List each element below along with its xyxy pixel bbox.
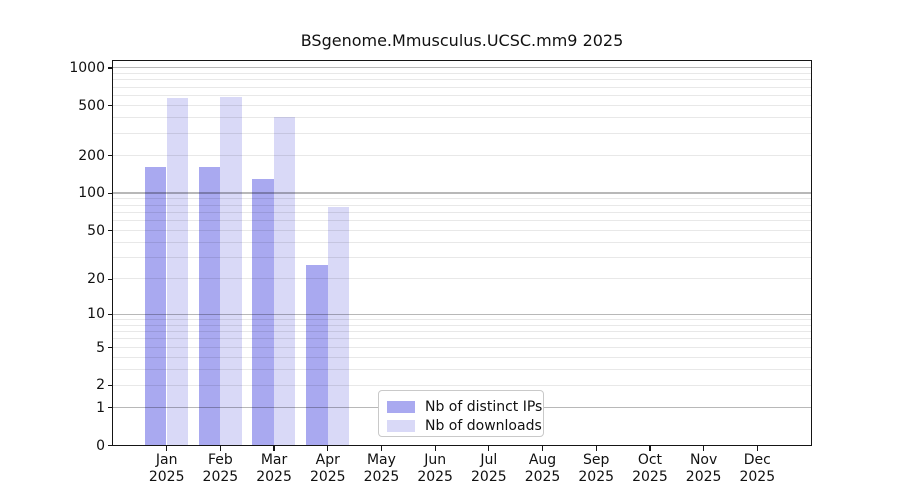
gridline-minor <box>112 117 811 119</box>
y-tick-mark <box>108 105 113 107</box>
y-tick-mark <box>108 384 113 387</box>
y-tick-label: 1 <box>96 399 105 416</box>
gridline-minor <box>112 204 811 206</box>
x-tick-mark <box>273 445 275 451</box>
bar-downloads-apr <box>327 206 350 446</box>
x-tick-mark <box>488 445 490 451</box>
gridline-minor <box>112 198 811 200</box>
x-tick-mark <box>166 445 168 451</box>
legend-label-downloads: Nb of downloads <box>425 418 542 434</box>
y-tick-mark <box>108 192 113 194</box>
y-tick-label: 50 <box>87 222 105 239</box>
x-tick-label: May 2025 <box>363 451 400 486</box>
x-tick-label: Mar 2025 <box>256 451 292 486</box>
y-tick-mark <box>108 155 113 157</box>
chart-title: BSgenome.Mmusculus.UCSC.mm9 2025 <box>300 31 624 50</box>
gridline-major <box>112 313 811 315</box>
gridline-minor <box>112 86 811 88</box>
gridline-major <box>112 67 811 69</box>
gridline-minor <box>112 257 811 259</box>
x-tick-mark <box>219 445 221 451</box>
gridline-minor <box>112 154 811 156</box>
gridline-minor <box>112 384 811 386</box>
plot-area <box>111 59 812 447</box>
y-tick-label: 100 <box>78 185 105 202</box>
gridline-minor <box>112 346 811 348</box>
gridline-major <box>112 192 811 194</box>
y-tick-mark <box>108 278 113 280</box>
y-tick-mark <box>108 67 113 69</box>
legend-label-distinct-ips: Nb of distinct IPs <box>425 399 543 415</box>
x-tick-label: Sep 2025 <box>578 451 615 486</box>
gridline-minor <box>112 72 811 74</box>
x-tick-label: Jul 2025 <box>471 451 507 486</box>
x-tick-label: Dec 2025 <box>739 451 776 486</box>
x-tick-label: Apr 2025 <box>309 451 346 486</box>
y-tick-label: 5 <box>96 339 105 356</box>
x-tick-label: Aug 2025 <box>524 451 561 486</box>
gridline-minor <box>112 338 811 340</box>
gridline-minor <box>112 278 811 280</box>
legend-entry-downloads: Nb of downloads <box>387 417 543 435</box>
y-tick-label: 2 <box>96 377 105 394</box>
gridline-minor <box>112 105 811 107</box>
gridline-minor <box>112 229 811 231</box>
downloads-swatch-icon <box>387 420 415 432</box>
y-tick-mark <box>108 407 113 409</box>
distinct-ips-swatch-icon <box>387 401 415 413</box>
gridline-minor <box>112 132 811 134</box>
x-tick-mark <box>380 445 383 451</box>
gridline-minor <box>112 211 811 213</box>
gridline-minor <box>112 241 811 243</box>
gridline-minor <box>112 220 811 222</box>
y-tick-label: 20 <box>87 271 105 288</box>
bar-downloads-jan <box>166 98 189 446</box>
gridline-minor <box>112 369 811 371</box>
y-tick-mark <box>108 313 113 316</box>
y-tick-label: 500 <box>78 97 105 114</box>
x-tick-mark <box>649 445 651 451</box>
y-tick-label: 0 <box>96 437 105 454</box>
bar-downloads-mar <box>273 117 296 446</box>
bar-distinct-ips-mar <box>252 178 274 446</box>
gridline-minor <box>112 95 811 97</box>
gridline-minor <box>112 318 811 320</box>
y-tick-label: 200 <box>78 147 105 164</box>
x-tick-label: Jun 2025 <box>417 451 453 486</box>
gridline-minor <box>112 79 811 81</box>
x-tick-mark <box>327 445 329 451</box>
x-tick-label: Feb 2025 <box>202 451 239 486</box>
bar-downloads-feb <box>220 96 242 446</box>
bar-distinct-ips-apr <box>305 265 328 446</box>
y-tick-mark <box>108 444 113 447</box>
y-tick-label: 10 <box>87 306 105 323</box>
gridline-minor <box>112 356 811 358</box>
y-tick-mark <box>108 230 113 232</box>
gridline-minor <box>112 331 811 333</box>
gridline-minor <box>112 324 811 326</box>
x-tick-mark <box>541 445 544 451</box>
y-tick-label: 1000 <box>69 59 105 76</box>
y-tick-mark <box>108 346 113 349</box>
x-tick-mark <box>595 445 597 451</box>
x-tick-mark <box>434 445 436 451</box>
bar-distinct-ips-feb <box>198 166 221 446</box>
x-tick-label: Jan 2025 <box>148 451 185 486</box>
legend: Nb of distinct IPs Nb of downloads <box>378 390 544 437</box>
x-tick-mark <box>756 445 758 451</box>
x-tick-label: Oct 2025 <box>632 451 668 486</box>
x-tick-label: Nov 2025 <box>685 451 722 486</box>
bar-distinct-ips-jan <box>144 166 167 446</box>
x-tick-mark <box>703 445 705 451</box>
legend-entry-distinct-ips: Nb of distinct IPs <box>387 398 543 416</box>
